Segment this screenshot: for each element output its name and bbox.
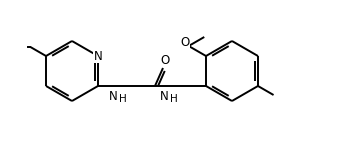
Text: H: H bbox=[120, 94, 127, 104]
Text: N: N bbox=[160, 89, 169, 103]
Text: H: H bbox=[170, 94, 178, 104]
Text: O: O bbox=[180, 36, 189, 49]
Text: O: O bbox=[160, 54, 170, 66]
Text: N: N bbox=[93, 50, 102, 62]
Text: N: N bbox=[109, 89, 118, 103]
